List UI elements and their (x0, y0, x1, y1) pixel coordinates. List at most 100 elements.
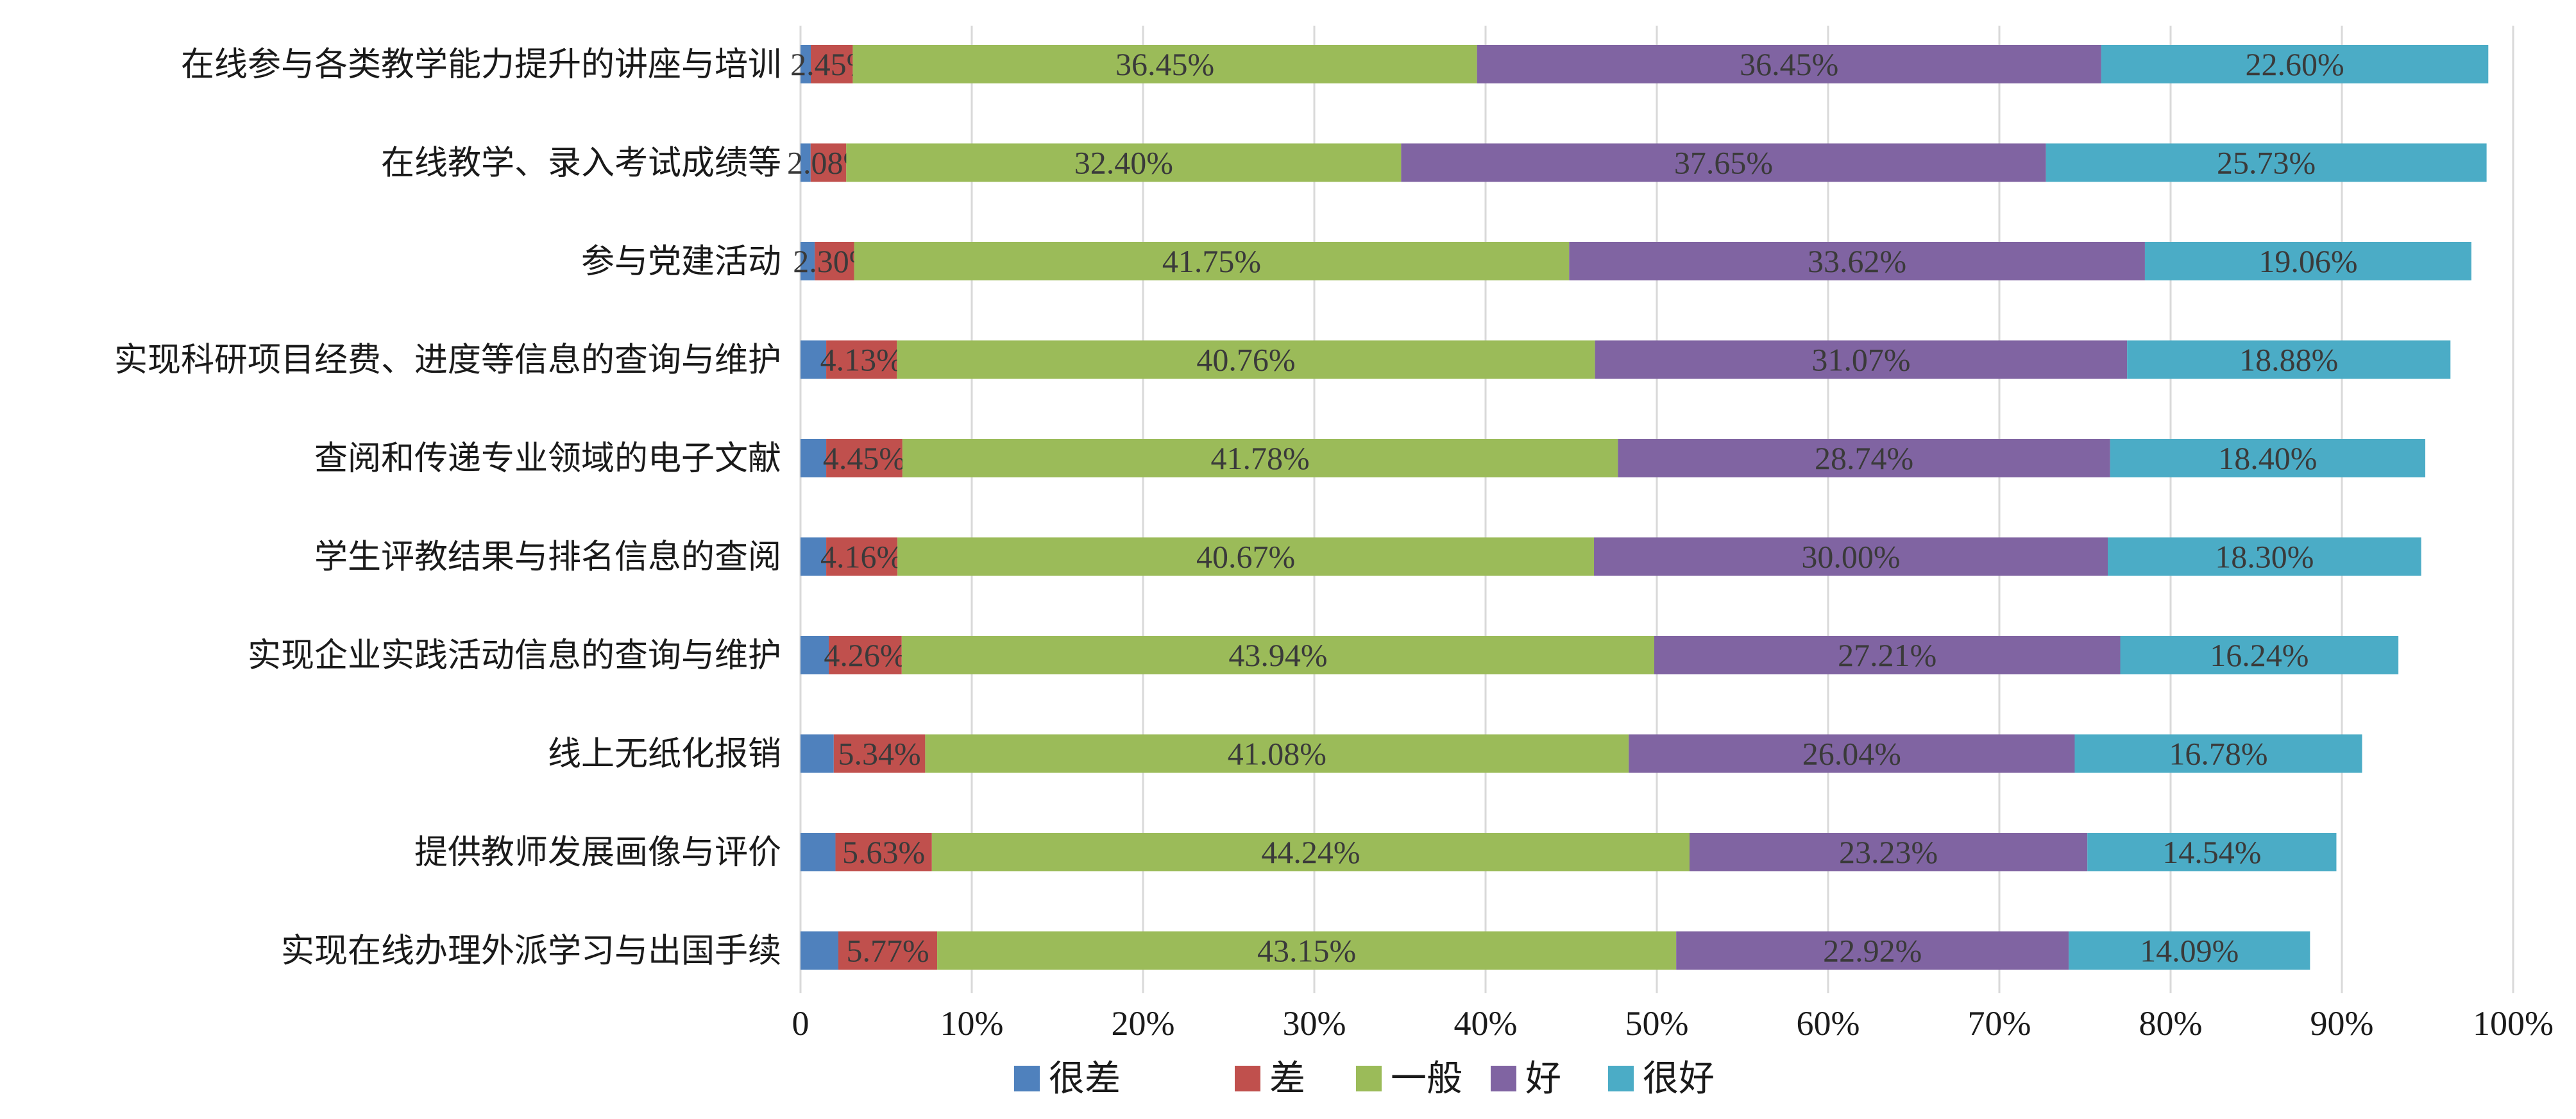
data-label: 36.45% (1115, 46, 1214, 82)
data-label: 37.65% (1674, 145, 1773, 181)
bar-segment (1654, 636, 2121, 674)
data-label: 33.62% (1808, 243, 1906, 279)
bar-segment (1689, 833, 2088, 871)
data-label: 41.08% (1228, 736, 1326, 772)
data-label: 16.24% (2210, 637, 2309, 673)
data-label: 43.94% (1228, 637, 1327, 673)
bar-segment (1477, 45, 2101, 83)
category-labels: 在线参与各类教学能力提升的讲座与培训在线教学、录入考试成绩等参与党建活动实现科研… (114, 46, 781, 971)
data-label: 25.73% (2217, 145, 2316, 181)
legend-item: 很好 (1608, 1058, 1715, 1100)
bar-segment (801, 636, 829, 674)
bar-segment (931, 833, 1690, 871)
legend-label: 很好 (1643, 1058, 1715, 1100)
data-label: 27.21% (1838, 637, 1936, 673)
legend: 很差 差 一般 好 很好 (1014, 1058, 1715, 1100)
bar-segment (838, 931, 938, 970)
bar-row: 4.16% 40.67% 30.00% 18.30% (801, 537, 2421, 576)
bar-row: 5.77% 43.15% 22.92% 14.09% (801, 931, 2310, 970)
x-tick-label: 20% (1112, 1004, 1175, 1043)
data-label: 18.40% (2218, 440, 2317, 476)
data-label: 16.78% (2169, 736, 2267, 772)
bar-segment (811, 45, 853, 83)
x-tick-label: 80% (2139, 1004, 2203, 1043)
data-label: 19.06% (2258, 243, 2357, 279)
legend-swatch (1608, 1066, 1634, 1091)
bar-segment (2101, 45, 2489, 83)
legend-label: 很差 (1049, 1058, 1121, 1100)
bar-segment (2046, 143, 2487, 182)
data-label: 4.26% (824, 637, 906, 673)
bar-segment (2127, 340, 2451, 379)
bar-segment (801, 45, 811, 83)
bar-segment (801, 931, 839, 970)
x-tick-label: 60% (1797, 1004, 1860, 1043)
bar-segment (801, 537, 827, 576)
bar-segment (2074, 734, 2362, 773)
bar-row: 5.34% 41.08% 26.04% 16.78% (801, 734, 2362, 773)
bar-segment (2069, 931, 2310, 970)
data-label: 41.75% (1162, 243, 1261, 279)
data-label: 4.13% (820, 342, 903, 378)
x-axis-ticks: 0 10% 20% 30% 40% 50% 60% 70% 80% 90% 100% (792, 1004, 2554, 1043)
bar-segment (801, 143, 811, 182)
data-label: 18.88% (2239, 342, 2338, 378)
bar-row: 4.13% 40.76% 31.07% 18.88% (801, 340, 2451, 379)
legend-swatch (1014, 1066, 1040, 1091)
data-label: 30.00% (1801, 539, 1900, 575)
data-label: 22.60% (2245, 46, 2344, 82)
data-label: 26.04% (1802, 736, 1901, 772)
bar-segment (1569, 242, 2145, 280)
bar-row: 2.45% 36.45% 36.45% 22.60% (790, 45, 2489, 83)
bar-segment (1676, 931, 2069, 970)
data-label: 44.24% (1261, 834, 1360, 870)
bar-segment (2108, 537, 2421, 576)
bar-segment (897, 340, 1595, 379)
x-tick-label: 70% (1968, 1004, 2031, 1043)
data-label: 41.78% (1211, 440, 1310, 476)
bar-row: 5.63% 44.24% 23.23% 14.54% (801, 833, 2337, 871)
data-label: 36.45% (1740, 46, 1838, 82)
category-label: 查阅和传递专业领域的电子文献 (314, 440, 781, 478)
legend-item: 一般 (1356, 1058, 1462, 1100)
bar-segment (852, 45, 1477, 83)
legend-label: 一般 (1391, 1058, 1462, 1100)
data-label: 5.77% (846, 933, 929, 969)
x-tick-label: 90% (2310, 1004, 2374, 1043)
bar-segment (801, 340, 827, 379)
bar-segment (833, 734, 926, 773)
legend-label: 差 (1269, 1058, 1305, 1100)
data-label: 22.92% (1823, 933, 1922, 969)
category-label: 实现在线办理外派学习与出国手续 (281, 932, 781, 971)
bar-segment (835, 833, 932, 871)
data-label: 14.09% (2140, 933, 2239, 969)
bar-segment (1629, 734, 2075, 773)
legend-swatch (1356, 1066, 1382, 1091)
data-label: 4.16% (820, 539, 903, 575)
bar-segment (846, 143, 1402, 182)
bar-row: 2.30% 41.75% 33.62% 19.06% (793, 242, 2471, 280)
bar-segment (826, 439, 902, 477)
bar-segment (2120, 636, 2399, 674)
bar-segment (801, 439, 827, 477)
data-label: 40.67% (1196, 539, 1295, 575)
x-tick-label: 50% (1625, 1004, 1689, 1043)
data-label: 43.15% (1257, 933, 1356, 969)
bar-segment (902, 439, 1618, 477)
bar-segment (854, 242, 1570, 280)
data-label: 18.30% (2215, 539, 2314, 575)
legend-label: 好 (1525, 1058, 1561, 1100)
data-label: 5.34% (838, 736, 921, 772)
data-label: 4.45% (823, 440, 906, 476)
bar-segment (829, 636, 902, 674)
data-label: 23.23% (1839, 834, 1938, 870)
x-tick-label: 0 (792, 1004, 809, 1043)
data-label: 5.63% (842, 834, 925, 870)
gridlines (799, 26, 2514, 993)
bar-segment (826, 537, 898, 576)
legend-item: 差 (1235, 1058, 1305, 1100)
bar-segment (2087, 833, 2337, 871)
x-tick-label: 100% (2473, 1004, 2554, 1043)
bar-row: 2.08% 32.40% 37.65% 25.73% (787, 143, 2487, 182)
legend-swatch (1491, 1066, 1516, 1091)
